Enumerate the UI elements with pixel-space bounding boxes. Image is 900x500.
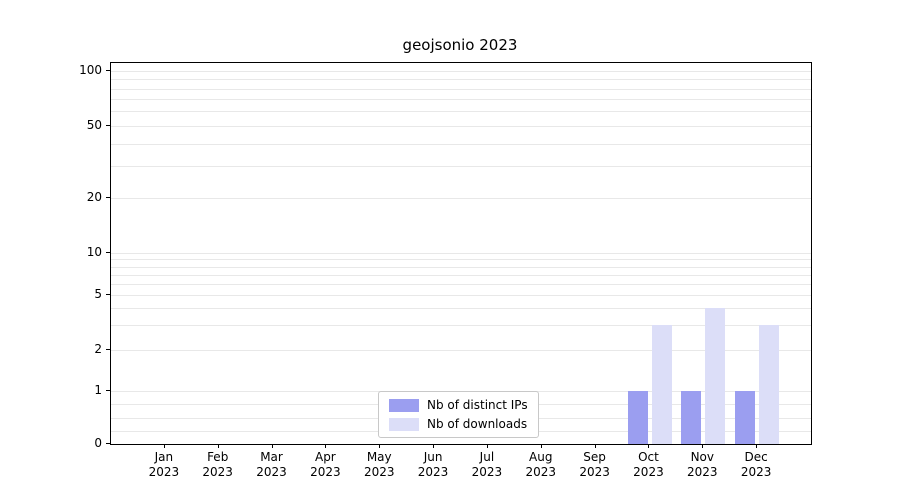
x-tick-label: Aug 2023 <box>525 450 557 479</box>
x-tick-label: Jul 2023 <box>471 450 503 479</box>
x-tick-label: Mar 2023 <box>256 450 287 479</box>
x-tick-label: Jun 2023 <box>417 450 449 479</box>
x-tick-mark <box>325 444 327 448</box>
gridline <box>111 259 811 261</box>
legend-entry-downloads: Nb of downloads <box>389 417 528 431</box>
y-tick-label: 1 <box>94 383 102 398</box>
chart-title: geojsonio 2023 <box>402 36 518 54</box>
gridline <box>111 125 811 127</box>
x-tick-label: Jan 2023 <box>148 450 180 479</box>
gridline <box>111 166 811 168</box>
x-tick-mark <box>756 444 758 448</box>
legend-entry-distinct-ips: Nb of distinct IPs <box>389 398 528 412</box>
gridline <box>111 88 811 90</box>
gridline <box>111 274 811 276</box>
gridline <box>111 349 811 351</box>
bar-downloads-dec <box>759 325 780 444</box>
gridline <box>111 325 811 327</box>
gridline <box>111 143 811 145</box>
x-tick-mark <box>540 444 542 448</box>
gridline <box>111 198 811 200</box>
gridline <box>111 266 811 268</box>
x-tick-mark <box>217 444 219 448</box>
bar-downloads-oct <box>651 325 672 444</box>
x-tick-mark <box>648 444 650 448</box>
x-tick-mark <box>486 444 488 448</box>
y-tick-label: 5 <box>94 286 102 301</box>
y-tick-label: 0 <box>94 436 102 450</box>
bar-downloads-nov <box>705 308 726 444</box>
legend-label-distinct-ips: Nb of distinct IPs <box>427 398 528 412</box>
x-tick-label: Oct 2023 <box>633 450 664 479</box>
legend-swatch-downloads <box>389 417 419 431</box>
y-tick-mark <box>106 70 110 71</box>
plot-area <box>110 62 812 445</box>
x-tick-mark <box>379 444 381 448</box>
x-tick-mark <box>433 444 435 448</box>
gridline <box>111 253 811 255</box>
legend: Nb of distinct IPs Nb of downloads <box>378 391 539 438</box>
x-tick-label: May 2023 <box>363 450 395 479</box>
x-tick-mark <box>594 444 596 448</box>
gridline <box>111 111 811 113</box>
gridline <box>111 283 811 285</box>
y-tick-label: 100 <box>79 63 102 77</box>
x-tick-mark <box>702 444 704 448</box>
x-tick-label: Nov 2023 <box>687 450 718 479</box>
bar-distinct-ips-dec <box>735 391 756 444</box>
y-tick-mark <box>106 197 110 199</box>
gridline <box>111 79 811 81</box>
gridline <box>111 294 811 296</box>
x-tick-mark <box>163 444 165 448</box>
y-tick-mark <box>106 124 110 126</box>
gridline <box>111 71 811 72</box>
bar-distinct-ips-oct <box>627 391 648 444</box>
y-tick-mark <box>106 293 110 295</box>
x-tick-label: Feb 2023 <box>202 450 233 479</box>
y-tick-label: 50 <box>86 117 102 132</box>
x-tick-label: Sep 2023 <box>579 450 610 479</box>
bar-distinct-ips-nov <box>681 391 702 444</box>
x-tick-mark <box>271 444 273 448</box>
x-tick-label: Dec 2023 <box>740 450 772 479</box>
y-tick-mark <box>106 390 110 392</box>
y-tick-label: 10 <box>86 245 102 260</box>
y-tick-mark <box>106 252 110 254</box>
y-tick-mark <box>106 348 110 350</box>
gridline <box>111 308 811 309</box>
legend-swatch-distinct-ips <box>389 398 419 412</box>
gridline <box>111 99 811 101</box>
x-tick-label: Apr 2023 <box>310 450 341 479</box>
y-tick-mark <box>106 443 110 444</box>
y-tick-label: 20 <box>86 190 102 205</box>
y-tick-label: 2 <box>94 341 102 356</box>
legend-label-downloads: Nb of downloads <box>427 417 528 431</box>
